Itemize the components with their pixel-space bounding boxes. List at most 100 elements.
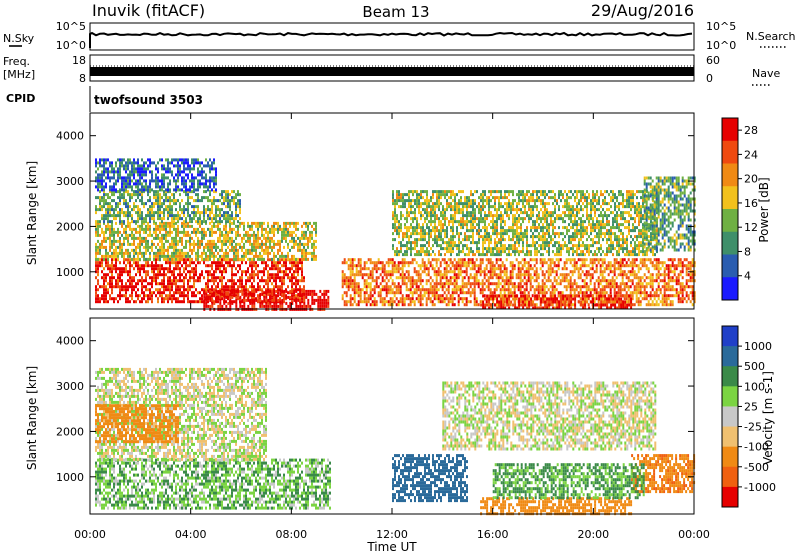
- heatmap-cell: [151, 261, 153, 265]
- heatmap-cell: [133, 170, 135, 174]
- heatmap-cell: [227, 199, 229, 203]
- heatmap-cell: [253, 285, 255, 289]
- heatmap-cell: [217, 276, 219, 280]
- heatmap-cell: [287, 254, 289, 258]
- heatmap-cell: [595, 288, 598, 292]
- heatmap-cell: [177, 239, 179, 243]
- heatmap-cell: [209, 289, 212, 293]
- heatmap-cell: [147, 188, 149, 192]
- heatmap-cell: [475, 279, 478, 283]
- heatmap-cell: [183, 185, 185, 189]
- heatmap-cell: [449, 261, 452, 265]
- heatmap-cell: [457, 273, 460, 277]
- heatmap-cell: [159, 294, 161, 298]
- heatmap-cell: [519, 291, 522, 295]
- heatmap-cell: [195, 242, 197, 246]
- heatmap-cell: [625, 297, 628, 301]
- heatmap-cell: [183, 276, 185, 280]
- heatmap-cell: [167, 170, 169, 174]
- heatmap-cell: [213, 254, 215, 258]
- heatmap-cell: [125, 233, 127, 237]
- heatmap-cell: [679, 282, 682, 286]
- heatmap-cell: [423, 288, 426, 292]
- heatmap-cell: [277, 291, 279, 295]
- heatmap-cell: [163, 282, 165, 286]
- heatmap-cell: [389, 285, 392, 289]
- heatmap-cell: [543, 297, 546, 301]
- heatmap-cell: [215, 182, 217, 186]
- heatmap-cell: [349, 258, 352, 262]
- heatmap-cell: [521, 264, 524, 268]
- heatmap-cell: [133, 288, 135, 292]
- heatmap-cell: [199, 217, 201, 221]
- heatmap-cell: [221, 297, 223, 301]
- heatmap-cell: [145, 279, 147, 283]
- heatmap-cell: [169, 205, 171, 209]
- heatmap-cell: [99, 285, 101, 289]
- heatmap-cell: [99, 176, 101, 180]
- heatmap-cell: [149, 217, 151, 221]
- heatmap-cell: [601, 264, 604, 268]
- heatmap-cell: [501, 270, 504, 274]
- heatmap-cell: [197, 220, 199, 224]
- heatmap-cell: [251, 221, 253, 225]
- heatmap-cell: [251, 273, 253, 277]
- heatmap-cell: [605, 282, 608, 286]
- heatmap-cell: [261, 276, 263, 280]
- heatmap-cell: [215, 267, 217, 271]
- heatmap-cell: [155, 245, 157, 249]
- heatmap-cell: [133, 158, 135, 162]
- heatmap-cell: [505, 273, 508, 277]
- heatmap-cell: [349, 285, 352, 289]
- heatmap-cell: [125, 291, 127, 295]
- heatmap-cell: [195, 300, 197, 304]
- heatmap-cell: [601, 285, 604, 289]
- heatmap-cell: [463, 258, 466, 262]
- heatmap-cell: [183, 258, 185, 262]
- heatmap-cell: [149, 196, 151, 200]
- heatmap-cell: [227, 254, 229, 258]
- heatmap-cell: [193, 267, 195, 271]
- heatmap-cell: [111, 227, 113, 231]
- heatmap-cell: [299, 298, 302, 302]
- heatmap-cell: [189, 214, 191, 218]
- heatmap-cell: [511, 282, 514, 286]
- heatmap-cell: [267, 292, 270, 296]
- heatmap-cell: [281, 276, 283, 280]
- heatmap-cell: [227, 196, 229, 200]
- heatmap-cell: [495, 285, 498, 289]
- heatmap-cell: [171, 282, 173, 286]
- heatmap-cell: [459, 264, 462, 268]
- heatmap-cell: [205, 301, 208, 305]
- heatmap-cell: [265, 279, 267, 283]
- heatmap-cell: [113, 276, 115, 280]
- heatmap-cell: [487, 261, 490, 265]
- heatmap-cell: [195, 161, 197, 165]
- heatmap-cell: [629, 291, 632, 295]
- heatmap-cell: [373, 297, 376, 301]
- heatmap-cell: [541, 258, 544, 262]
- heatmap-cell: [153, 267, 155, 271]
- heatmap-cell: [539, 288, 542, 292]
- heatmap-cell: [197, 161, 199, 165]
- heatmap-cell: [103, 214, 105, 218]
- heatmap-cell: [115, 251, 117, 255]
- heatmap-cell: [197, 291, 199, 295]
- heatmap-cell: [245, 279, 247, 283]
- heatmap-cell: [251, 242, 253, 246]
- heatmap-cell: [493, 267, 496, 271]
- heatmap-cell: [207, 188, 209, 192]
- heatmap-cell: [279, 285, 281, 289]
- heatmap-cell: [541, 288, 544, 292]
- heatmap-cell: [611, 282, 614, 286]
- heatmap-cell: [493, 273, 496, 277]
- heatmap-cell: [169, 202, 171, 206]
- heatmap-cell: [667, 267, 670, 271]
- heatmap-cell: [201, 196, 203, 200]
- heatmap-cell: [135, 161, 137, 165]
- heatmap-cell: [269, 289, 272, 293]
- heatmap-cell: [449, 270, 452, 274]
- heatmap-cell: [125, 264, 127, 268]
- heatmap-cell: [649, 279, 652, 283]
- heatmap-cell: [545, 285, 548, 289]
